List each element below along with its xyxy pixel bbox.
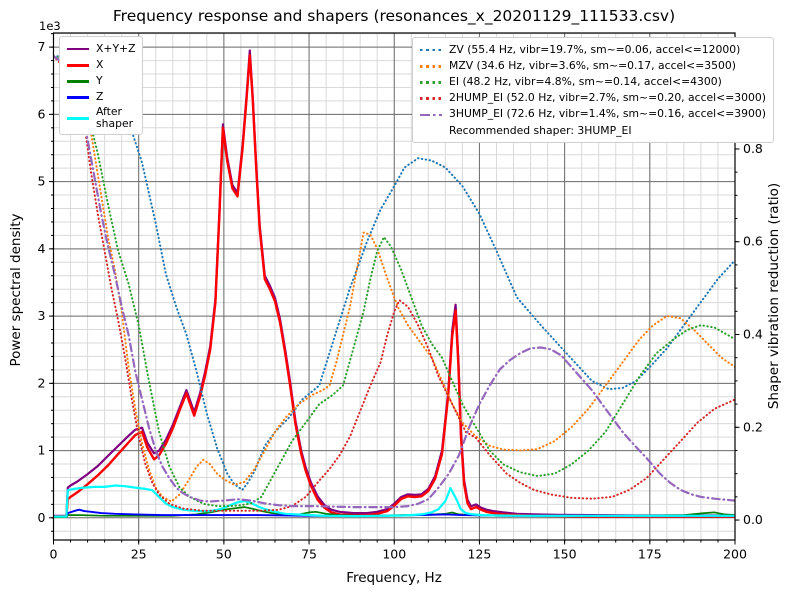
svg-text:0.6: 0.6 xyxy=(743,234,763,249)
legend-swatch-3hump-ei xyxy=(420,113,442,117)
chart-title: Frequency response and shapers (resonanc… xyxy=(112,7,676,25)
legend-swatch-zv xyxy=(420,48,442,52)
svg-text:0: 0 xyxy=(50,547,58,562)
y-axis-offset-label: 1e3 xyxy=(39,19,61,33)
svg-text:175: 175 xyxy=(638,547,662,562)
legend-swatch-mzv xyxy=(420,64,442,68)
svg-text:1: 1 xyxy=(38,443,46,458)
y-axis-label-right: Shaper vibration reduction (ratio) xyxy=(766,182,782,410)
svg-text:2: 2 xyxy=(38,375,46,390)
legend-swatch-2hump-ei xyxy=(420,97,442,100)
legend-item-2hump-ei: 2HUMP_EI (52.0 Hz, vibr=2.7%, sm~=0.20, … xyxy=(420,91,766,107)
legend-label-recommended-shaper: Recommended shaper: 3HUMP_EI xyxy=(449,123,632,137)
legend-item-mzv: MZV (34.6 Hz, vibr=3.6%, sm~=0.17, accel… xyxy=(420,58,766,74)
svg-text:100: 100 xyxy=(382,547,406,562)
svg-text:0: 0 xyxy=(38,510,46,525)
legend-label-2hump-ei: 2HUMP_EI (52.0 Hz, vibr=2.7%, sm~=0.20, … xyxy=(449,91,766,105)
legend-item-after-shaper: After shaper xyxy=(67,104,135,131)
svg-text:0.2: 0.2 xyxy=(743,419,763,434)
legend-item-y: Y xyxy=(67,73,135,89)
legend-item-recommended-shaper: Recommended shaper: 3HUMP_EI xyxy=(420,123,766,139)
legend-item-xyz: X+Y+Z xyxy=(67,41,135,57)
svg-text:0.8: 0.8 xyxy=(743,141,763,156)
legend-label-mzv: MZV (34.6 Hz, vibr=3.6%, sm~=0.17, accel… xyxy=(449,58,736,72)
legend-label-y: Y xyxy=(96,74,103,88)
legend-item-ei: EI (48.2 Hz, vibr=4.8%, sm~=0.14, accel<… xyxy=(420,74,766,90)
legend-item-3hump-ei: 3HUMP_EI (72.6 Hz, vibr=1.4%, sm~=0.16, … xyxy=(420,107,766,123)
legend-item-z: Z xyxy=(67,90,135,106)
svg-text:150: 150 xyxy=(553,547,577,562)
svg-text:0.0: 0.0 xyxy=(743,512,763,527)
legend-swatch-ei xyxy=(420,81,442,84)
legend-label-x: X xyxy=(96,57,104,71)
legend-swatch-empty xyxy=(420,130,442,133)
svg-text:200: 200 xyxy=(723,547,747,562)
svg-text:125: 125 xyxy=(468,547,492,562)
legend-shapers: ZV (55.4 Hz, vibr=19.7%, sm~=0.06, accel… xyxy=(412,37,774,144)
svg-text:25: 25 xyxy=(131,547,147,562)
legend-label-xyz: X+Y+Z xyxy=(96,41,136,55)
legend-swatch-y xyxy=(67,80,89,83)
legend-swatch-z xyxy=(67,96,89,99)
svg-text:7: 7 xyxy=(38,39,46,54)
svg-text:75: 75 xyxy=(301,547,317,562)
svg-text:50: 50 xyxy=(216,547,232,562)
svg-text:0.4: 0.4 xyxy=(743,327,763,342)
svg-text:6: 6 xyxy=(38,106,46,121)
x-axis-label: Frequency, Hz xyxy=(346,570,442,586)
svg-text:3: 3 xyxy=(38,308,46,323)
legend-label-3hump-ei: 3HUMP_EI (72.6 Hz, vibr=1.4%, sm~=0.16, … xyxy=(449,107,766,121)
legend-label-after-shaper: After shaper xyxy=(96,104,134,131)
legend-label-zv: ZV (55.4 Hz, vibr=19.7%, sm~=0.06, accel… xyxy=(449,42,741,56)
svg-text:4: 4 xyxy=(38,241,46,256)
legend-swatch-after-shaper xyxy=(67,117,89,120)
legend-psd: X+Y+Z X Y Z After shaper xyxy=(59,36,144,136)
legend-swatch-xyz xyxy=(67,47,89,51)
y-axis-label-left: Power spectral density xyxy=(8,213,24,367)
legend-swatch-x xyxy=(67,63,89,67)
legend-item-zv: ZV (55.4 Hz, vibr=19.7%, sm~=0.06, accel… xyxy=(420,42,766,58)
svg-text:5: 5 xyxy=(38,174,46,189)
legend-label-ei: EI (48.2 Hz, vibr=4.8%, sm~=0.14, accel<… xyxy=(449,75,722,89)
legend-item-x: X xyxy=(67,57,135,73)
legend-label-z: Z xyxy=(96,90,104,104)
